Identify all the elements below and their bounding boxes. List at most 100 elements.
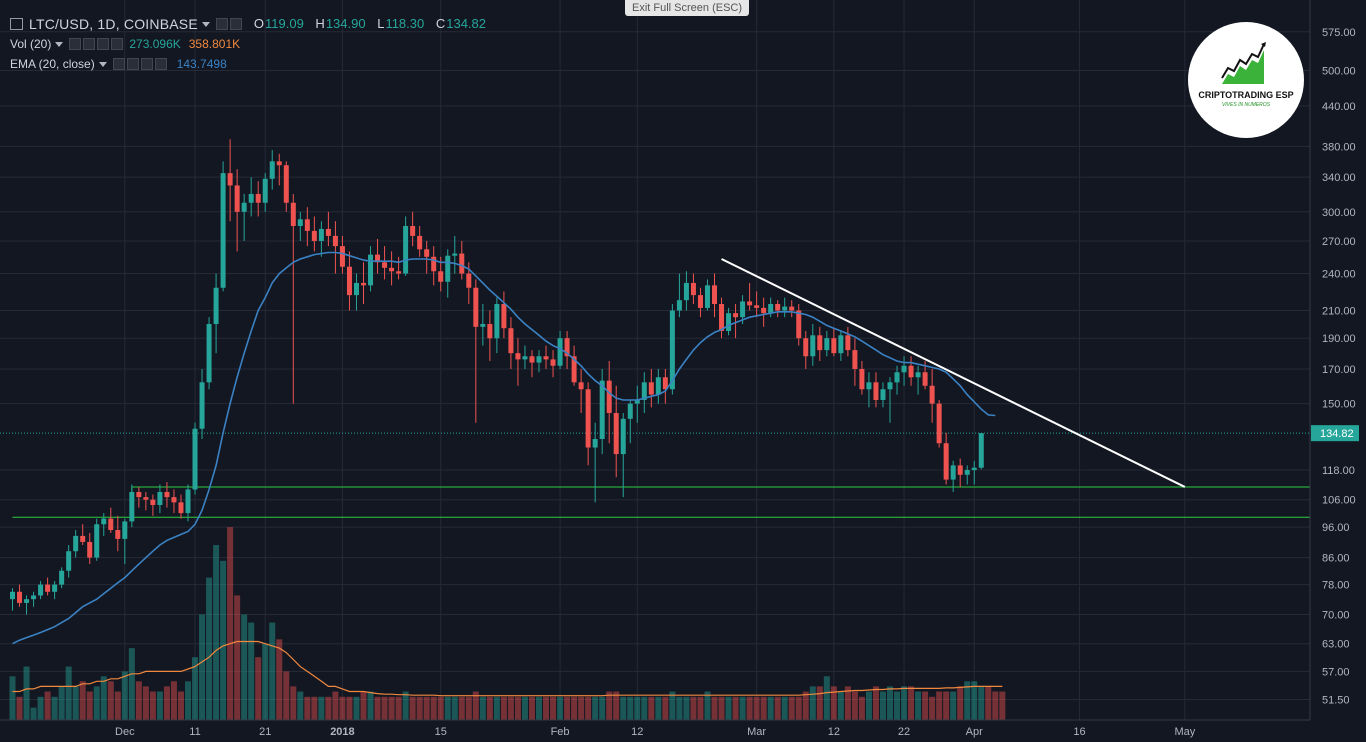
candle xyxy=(824,331,830,357)
candle xyxy=(859,360,865,395)
candle-body xyxy=(690,282,696,296)
price-tick-label: 575.00 xyxy=(1322,27,1356,39)
candle-body xyxy=(234,185,240,212)
candle xyxy=(213,273,219,354)
close-icon[interactable] xyxy=(154,58,167,70)
price-tick-label: 106.00 xyxy=(1322,495,1356,507)
eye-icon[interactable] xyxy=(112,58,125,70)
candle-body xyxy=(613,413,619,455)
candle xyxy=(87,532,93,565)
candle xyxy=(838,331,844,361)
trend-line xyxy=(721,258,1186,488)
volume-bar xyxy=(374,696,381,720)
candle-body xyxy=(620,418,626,455)
volume-bar xyxy=(213,544,220,720)
price-tick-label: 440.00 xyxy=(1322,101,1356,113)
volume-bar xyxy=(641,696,648,720)
volume-bar xyxy=(381,696,388,720)
criptotrading-logo: CRIPTOTRADING ESP VIVES IN NUMEROS xyxy=(1188,22,1304,138)
candle xyxy=(31,591,37,607)
price-tick-label: 51.50 xyxy=(1322,694,1350,706)
volume-bar xyxy=(865,691,872,720)
volume-bar xyxy=(192,657,199,720)
candle-body xyxy=(101,518,107,525)
volume-bar xyxy=(423,696,430,720)
candle-body xyxy=(346,266,352,296)
volume-bar xyxy=(676,696,683,720)
volume-bar xyxy=(816,686,823,720)
ohlc-values: O119.09 H134.90 L118.30 C134.82 xyxy=(254,14,494,34)
candle xyxy=(627,399,633,444)
volume-bar xyxy=(901,686,908,720)
candle xyxy=(550,350,556,378)
candle xyxy=(304,207,310,247)
volume-bar xyxy=(655,696,662,720)
volume-bar xyxy=(388,696,395,720)
time-axis: Dec 11 21 2018 15 Feb 12 Mar 12 22 Apr 16 May xyxy=(0,719,1310,738)
candle-body xyxy=(445,255,451,282)
price-tick-label: 70.00 xyxy=(1322,610,1350,622)
candle-body xyxy=(473,287,479,327)
settings-icon[interactable] xyxy=(83,38,96,50)
eye-icon[interactable] xyxy=(215,18,228,30)
volume-bar xyxy=(9,676,16,720)
ohlc-low-key: L xyxy=(377,16,385,31)
volume-bar xyxy=(620,696,627,720)
chevron-down-icon[interactable] xyxy=(55,41,64,47)
volume-bar xyxy=(472,691,479,720)
candle xyxy=(536,350,542,373)
chevron-down-icon[interactable] xyxy=(201,21,210,27)
exit-fullscreen-button[interactable]: Exit Full Screen (ESC) xyxy=(625,0,749,16)
candle-body xyxy=(817,335,823,351)
volume-bar xyxy=(725,696,732,720)
symbol-title[interactable]: LTC/USD, 1D, COINBASE xyxy=(29,16,198,32)
candle xyxy=(199,368,205,440)
menu-icon[interactable] xyxy=(10,18,23,30)
candle xyxy=(655,368,661,404)
volume-bar xyxy=(318,696,325,720)
candle-body xyxy=(880,389,886,400)
candle-body xyxy=(311,230,317,241)
volume-bar xyxy=(739,696,746,720)
ohlc-low: 118.30 xyxy=(385,16,425,31)
candle xyxy=(515,338,521,386)
candle xyxy=(73,530,79,558)
volume-bar xyxy=(585,696,592,720)
candle xyxy=(24,595,30,615)
price-tick-label: 63.00 xyxy=(1322,639,1350,651)
candle xyxy=(389,251,395,286)
volume-bar xyxy=(929,696,936,720)
candle xyxy=(901,356,907,386)
volume-bar xyxy=(536,696,542,720)
volume-bar xyxy=(23,666,30,720)
candle-body xyxy=(929,385,935,404)
volume-bar xyxy=(915,691,922,720)
eye-icon[interactable] xyxy=(69,38,82,50)
candle-body xyxy=(683,282,689,301)
price-tick-label: 170.00 xyxy=(1322,364,1356,376)
candle-body xyxy=(213,287,219,325)
settings-icon[interactable] xyxy=(229,18,242,30)
time-tick-label: 12 xyxy=(631,726,643,738)
candle xyxy=(227,139,233,222)
volume-bar xyxy=(16,696,23,720)
settings-icon[interactable] xyxy=(126,58,139,70)
candle-body xyxy=(578,382,584,390)
add-icon[interactable] xyxy=(140,58,153,70)
candle-body xyxy=(66,551,72,571)
chevron-down-icon[interactable] xyxy=(98,61,107,67)
volume-bar xyxy=(550,696,557,720)
volume-indicator-name[interactable]: Vol (20) xyxy=(10,37,52,51)
ema-indicator-name[interactable]: EMA (20, close) xyxy=(10,57,95,71)
candle-body xyxy=(571,356,577,383)
volume-bar xyxy=(514,696,521,720)
candle-body xyxy=(634,399,640,404)
candle xyxy=(508,317,514,369)
volume-bar xyxy=(255,657,262,720)
candles xyxy=(10,139,984,615)
candle-body xyxy=(438,271,444,282)
candle-body xyxy=(522,356,528,360)
add-icon[interactable] xyxy=(97,38,110,50)
close-icon[interactable] xyxy=(111,38,124,50)
